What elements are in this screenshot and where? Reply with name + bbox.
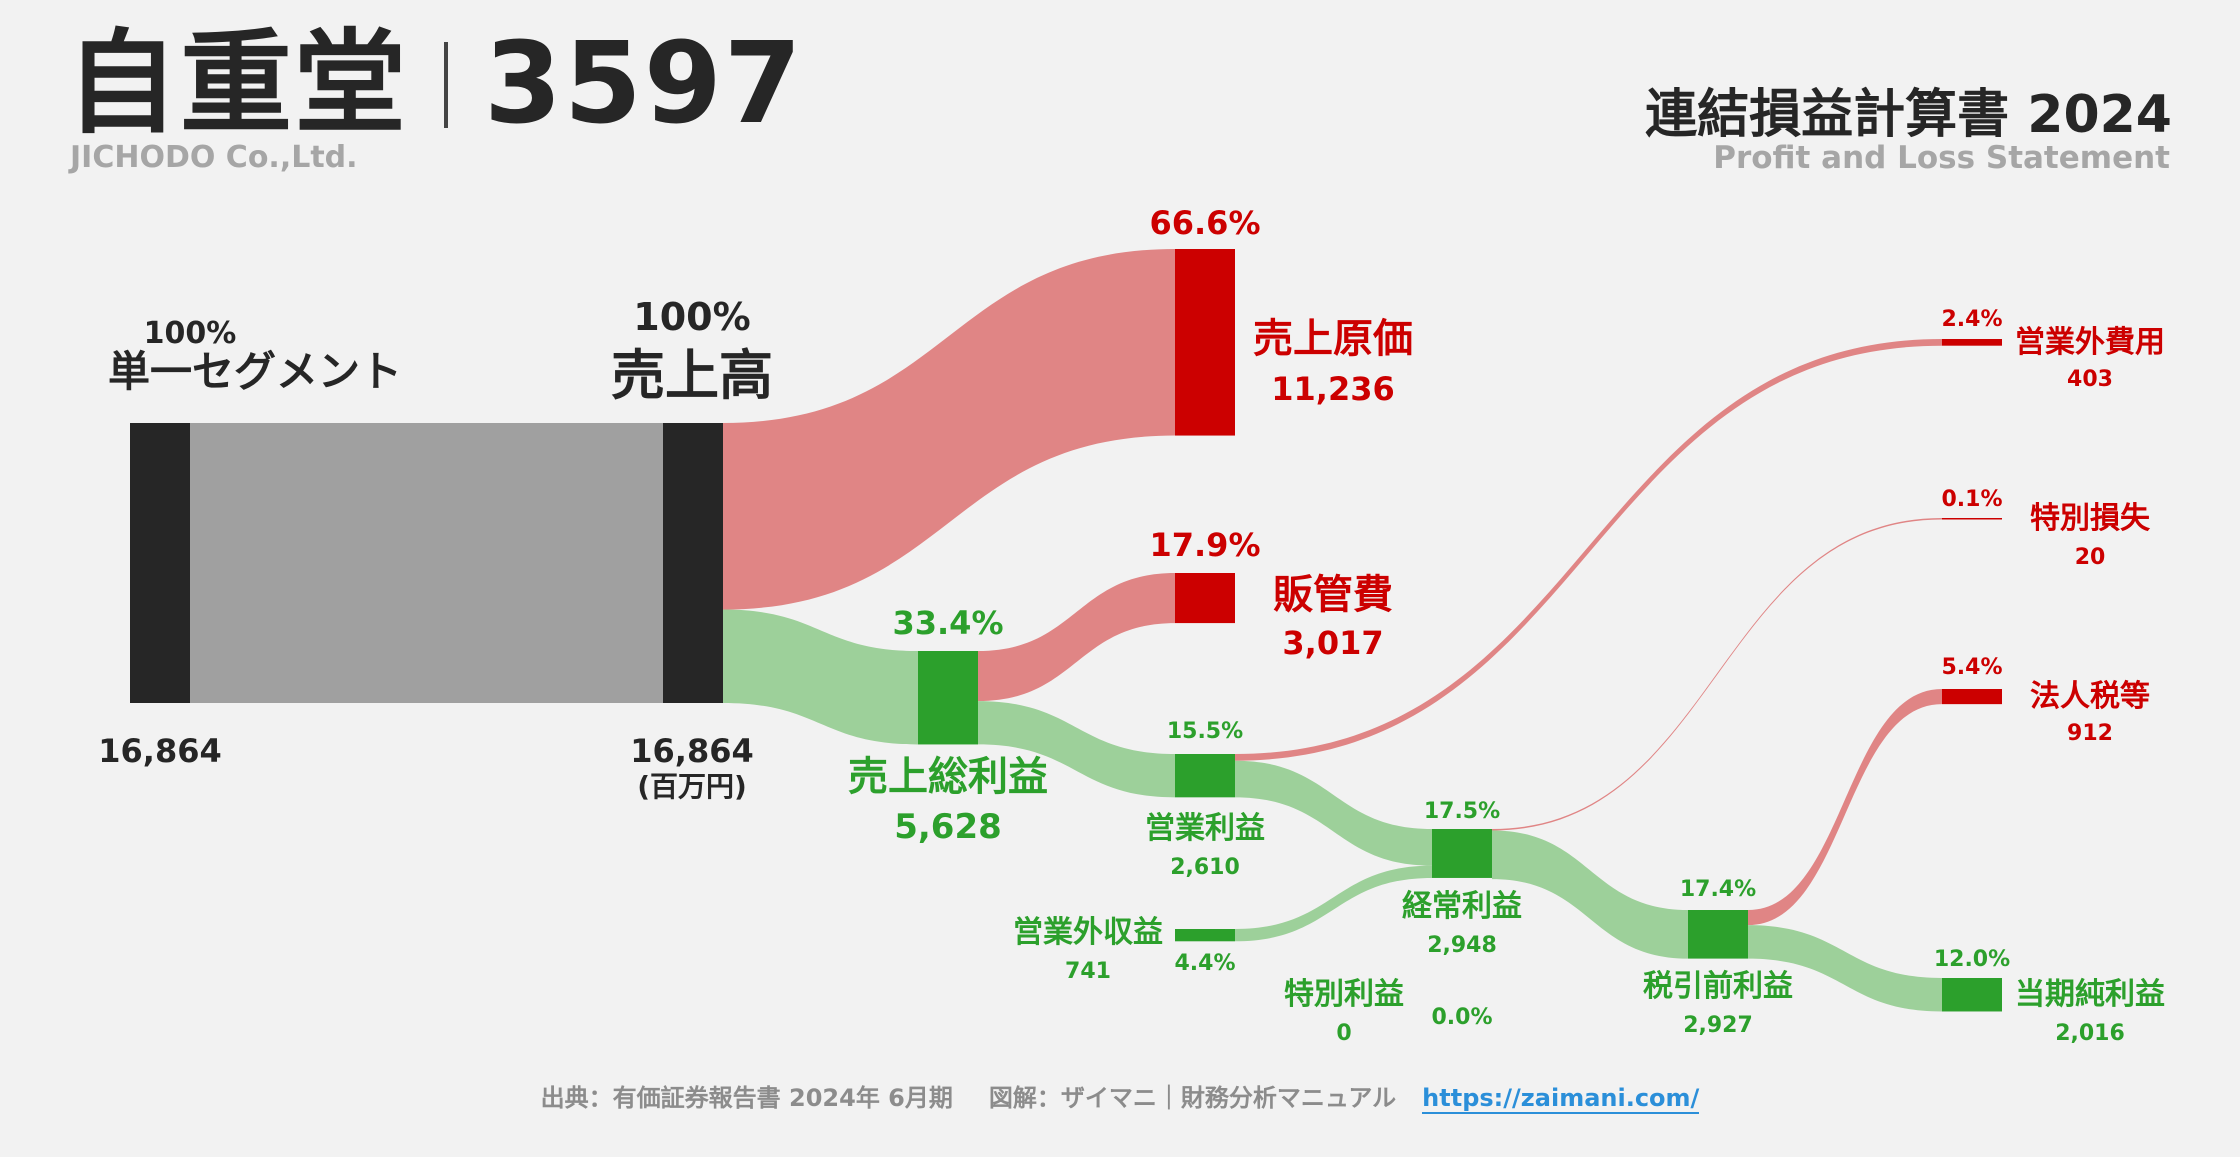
label-cogs-pct: 66.6% <box>1149 204 1260 242</box>
label-ordinary-value: 2,948 <box>1427 933 1497 958</box>
title-divider <box>444 42 448 129</box>
label-net-name: 当期純利益 <box>2015 977 2165 1012</box>
footer-url-link[interactable]: https://zaimani.com/ <box>1422 1084 1700 1114</box>
label-sga-name: 販管費 <box>1273 572 1393 618</box>
ticker-code: 3597 <box>484 19 804 149</box>
node-nonop_exp <box>1942 339 2002 346</box>
flow-segment-revenue <box>190 423 663 703</box>
label-nonop_inc-pct: 4.4% <box>1174 951 1235 976</box>
footer: 出典：有価証券報告書 2024年 6月期 図解：ザイマニ｜財務分析マニュアル htt… <box>0 1078 2240 1114</box>
statement-title: 連結損益計算書 2024 <box>1645 85 2172 145</box>
label-tax-name: 法人税等 <box>2030 679 2150 714</box>
label-revenue-unit: (百万円) <box>637 770 747 803</box>
flow-nonop-income-ordinary <box>1235 865 1432 942</box>
company-heading: 自重堂 3597 <box>66 28 804 140</box>
node-cogs <box>1175 249 1235 436</box>
node-pretax <box>1688 910 1748 959</box>
label-nonop_inc-value: 741 <box>1065 959 1111 984</box>
node-nonop_inc <box>1175 929 1235 942</box>
label-extra_loss-name: 特別損失 <box>2030 501 2151 536</box>
label-gross-name: 売上総利益 <box>848 754 1048 800</box>
label-extra_gain-value: 0 <box>1336 1021 1351 1046</box>
node-ordinary <box>1432 829 1492 878</box>
flow-gross-sga <box>978 573 1175 702</box>
flow-pretax-net <box>1748 925 1942 1012</box>
flow-op-ordinary <box>1235 760 1432 866</box>
label-cogs-value: 11,236 <box>1271 370 1394 408</box>
label-nonop_exp-value: 403 <box>2067 367 2113 392</box>
label-net-value: 2,016 <box>2055 1021 2125 1046</box>
label-extra_gain-pct: 0.0% <box>1431 1005 1492 1030</box>
node-net <box>1942 978 2002 1012</box>
label-pretax-name: 税引前利益 <box>1643 969 1793 1004</box>
label-extra_loss-pct: 0.1% <box>1941 487 2002 512</box>
label-sga-pct: 17.9% <box>1149 526 1260 564</box>
flow-revenue-gross <box>723 609 918 745</box>
company-name: 自重堂 <box>66 19 408 149</box>
label-tax-value: 912 <box>2067 721 2113 746</box>
label-segment-name: 単一セグメント <box>108 347 402 396</box>
flow-gross-op <box>978 701 1175 798</box>
footer-source: 出典：有価証券報告書 2024年 6月期 <box>540 1084 953 1112</box>
company-english-name: JICHODO Co.,Ltd. <box>70 140 358 175</box>
label-gross-value: 5,628 <box>894 807 1002 847</box>
label-gross-pct: 33.4% <box>892 604 1003 642</box>
flow-ordinary-pretax <box>1492 830 1688 959</box>
label-cogs-name: 売上原価 <box>1253 316 1413 362</box>
node-sga <box>1175 573 1235 624</box>
label-pretax-value: 2,927 <box>1683 1013 1753 1038</box>
label-pretax-pct: 17.4% <box>1680 877 1756 902</box>
label-sga-value: 3,017 <box>1282 624 1383 662</box>
label-nonop_exp-name: 営業外費用 <box>2015 325 2165 360</box>
footer-credit: 図解：ザイマニ｜財務分析マニュアル <box>988 1084 1397 1112</box>
label-ordinary-pct: 17.5% <box>1424 799 1500 824</box>
label-tax-pct: 5.4% <box>1941 655 2002 680</box>
flow-op-nonop-expense <box>1235 339 1942 761</box>
flow-ordinary-extra-loss <box>1492 518 1942 831</box>
label-ordinary-name: 経常利益 <box>1402 889 1522 924</box>
label-revenue-value: 16,864 <box>630 732 753 770</box>
label-segment-value: 16,864 <box>98 732 221 770</box>
statement-subtitle: Profit and Loss Statement <box>1713 140 2170 176</box>
label-net-pct: 12.0% <box>1934 947 2010 972</box>
node-op <box>1175 754 1235 798</box>
node-tax <box>1942 689 2002 705</box>
node-gross <box>918 651 978 745</box>
flow-pretax-tax <box>1748 689 1942 926</box>
label-extra_gain-name: 特別利益 <box>1284 977 1404 1012</box>
label-nonop_inc-name: 営業外収益 <box>1013 915 1163 950</box>
label-extra_loss-value: 20 <box>2075 545 2106 570</box>
label-op-value: 2,610 <box>1170 855 1240 880</box>
node-extra_loss <box>1942 518 2002 520</box>
label-segment-pct: 100% <box>144 316 237 351</box>
flow-revenue-cogs <box>723 249 1175 610</box>
node-revenue <box>663 423 723 703</box>
node-segment <box>130 423 190 703</box>
label-op-name: 営業利益 <box>1145 811 1265 846</box>
label-op-pct: 15.5% <box>1167 719 1243 744</box>
label-revenue-name: 売上高 <box>611 344 773 407</box>
label-nonop_exp-pct: 2.4% <box>1941 307 2002 332</box>
label-revenue-pct: 100% <box>633 295 750 339</box>
